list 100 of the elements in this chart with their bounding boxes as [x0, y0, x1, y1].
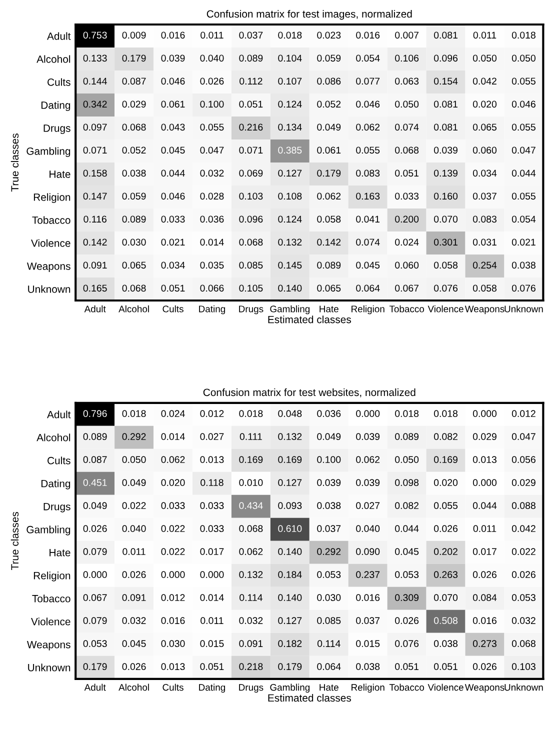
data-label: 0.016 — [161, 617, 185, 624]
data-label: 0.062 — [239, 548, 263, 556]
data-label: 0.216 — [239, 124, 263, 131]
data-label: 0.055 — [512, 78, 536, 85]
data-label: 0.139 — [434, 170, 458, 177]
data-label: 0.026 — [512, 571, 536, 578]
data-label: 0.033 — [200, 502, 224, 510]
data-label: 0.044 — [161, 170, 185, 177]
data-label: 0.273 — [472, 640, 496, 648]
data-label: 0.038 — [317, 502, 341, 510]
data-label: 0.026 — [83, 525, 107, 532]
data-label: 0.046 — [161, 192, 185, 200]
x-tick-label: Violence — [428, 684, 464, 691]
y-tick-label: Drugs — [44, 124, 70, 134]
data-label: 0.046 — [512, 100, 536, 108]
data-label: 0.114 — [240, 594, 262, 602]
x-axis-title: Estimated classes — [268, 316, 351, 324]
data-label: 0.508 — [434, 617, 458, 624]
data-label: 0.179 — [278, 663, 302, 670]
data-label: 0.079 — [83, 617, 107, 624]
data-label: 0.127 — [278, 479, 302, 486]
data-label: 0.022 — [161, 525, 185, 532]
data-label: 0.055 — [200, 124, 224, 131]
data-label: 0.031 — [472, 238, 496, 246]
data-label: 0.049 — [317, 433, 341, 440]
data-label: 0.035 — [200, 262, 224, 269]
data-label: 0.091 — [122, 594, 146, 602]
data-label: 0.054 — [356, 54, 380, 62]
x-tick-label: Cults — [162, 305, 184, 312]
data-label: 0.292 — [317, 548, 341, 556]
data-label: 0.044 — [472, 502, 497, 510]
data-label: 0.029 — [512, 479, 536, 486]
data-label: 0.100 — [317, 456, 341, 464]
data-label: 0.016 — [472, 617, 496, 624]
data-label: 0.060 — [395, 262, 419, 269]
data-label: 0.039 — [356, 479, 380, 486]
data-label: 0.020 — [434, 479, 458, 486]
data-label: 0.032 — [239, 617, 263, 624]
x-tick-label: Hate — [320, 306, 338, 312]
data-label: 0.083 — [472, 216, 496, 223]
data-label: 0.037 — [239, 32, 263, 39]
data-label: 0.140 — [278, 284, 302, 292]
data-label: 0.082 — [434, 433, 458, 440]
data-label: 0.610 — [278, 525, 302, 532]
data-label: 0.118 — [200, 479, 224, 486]
data-label: 0.058 — [317, 216, 341, 223]
x-tick-label: Religion — [352, 684, 384, 693]
data-label: 0.017 — [472, 548, 496, 556]
data-label: 0.011 — [122, 548, 146, 556]
data-label: 0.169 — [239, 456, 263, 464]
y-tick-label: Unknown — [28, 664, 70, 672]
data-label: 0.070 — [434, 594, 458, 602]
y-axis-title: True classes — [10, 134, 19, 192]
data-label: 0.237 — [356, 571, 380, 578]
data-label: 0.179 — [317, 170, 341, 177]
data-label: 0.011 — [200, 617, 224, 624]
x-tick-label: Cults — [162, 684, 184, 691]
data-label: 0.263 — [434, 571, 458, 578]
data-label: 0.040 — [356, 525, 380, 532]
data-label: 0.026 — [122, 571, 146, 578]
data-label: 0.030 — [161, 640, 185, 648]
data-label: 0.753 — [83, 32, 107, 39]
data-label: 0.055 — [356, 146, 380, 154]
data-label: 0.144 — [83, 78, 107, 85]
data-label: 0.032 — [512, 617, 536, 624]
data-label: 0.047 — [200, 146, 224, 154]
data-label: 0.062 — [317, 192, 341, 200]
data-label: 0.020 — [472, 100, 497, 108]
data-label: 0.067 — [395, 284, 418, 292]
data-label: 0.124 — [278, 100, 302, 108]
data-label: 0.045 — [122, 640, 146, 648]
data-label: 0.140 — [278, 594, 302, 602]
data-label: 0.050 — [122, 456, 146, 464]
data-label: 0.058 — [434, 262, 458, 269]
data-label: 0.051 — [434, 663, 458, 670]
data-label: 0.000 — [356, 410, 380, 418]
data-label: 0.013 — [472, 456, 496, 464]
data-label: 0.132 — [239, 571, 263, 578]
data-label: 0.796 — [83, 410, 107, 418]
data-label: 0.218 — [239, 663, 263, 670]
data-label: 0.106 — [395, 54, 419, 62]
data-label: 0.132 — [278, 238, 302, 246]
data-label: 0.026 — [200, 78, 224, 85]
data-label: 0.202 — [434, 548, 458, 556]
data-label: 0.047 — [512, 146, 536, 154]
x-tick-label: Gambling — [270, 305, 310, 314]
data-label: 0.051 — [200, 663, 224, 670]
data-label: 0.132 — [278, 433, 302, 440]
data-label: 0.012 — [161, 594, 185, 602]
data-label: 0.053 — [83, 640, 107, 648]
data-label: 0.026 — [122, 663, 146, 670]
data-label: 0.142 — [317, 238, 341, 246]
y-tick-label: Tobacco — [32, 594, 70, 602]
data-label: 0.065 — [317, 284, 341, 292]
data-label: 0.062 — [161, 456, 185, 464]
data-label: 0.182 — [278, 640, 302, 648]
data-label: 0.068 — [239, 525, 263, 532]
x-tick-label: Unknown — [504, 684, 543, 691]
data-label: 0.024 — [161, 410, 185, 418]
y-tick-label: Violence — [31, 239, 70, 247]
